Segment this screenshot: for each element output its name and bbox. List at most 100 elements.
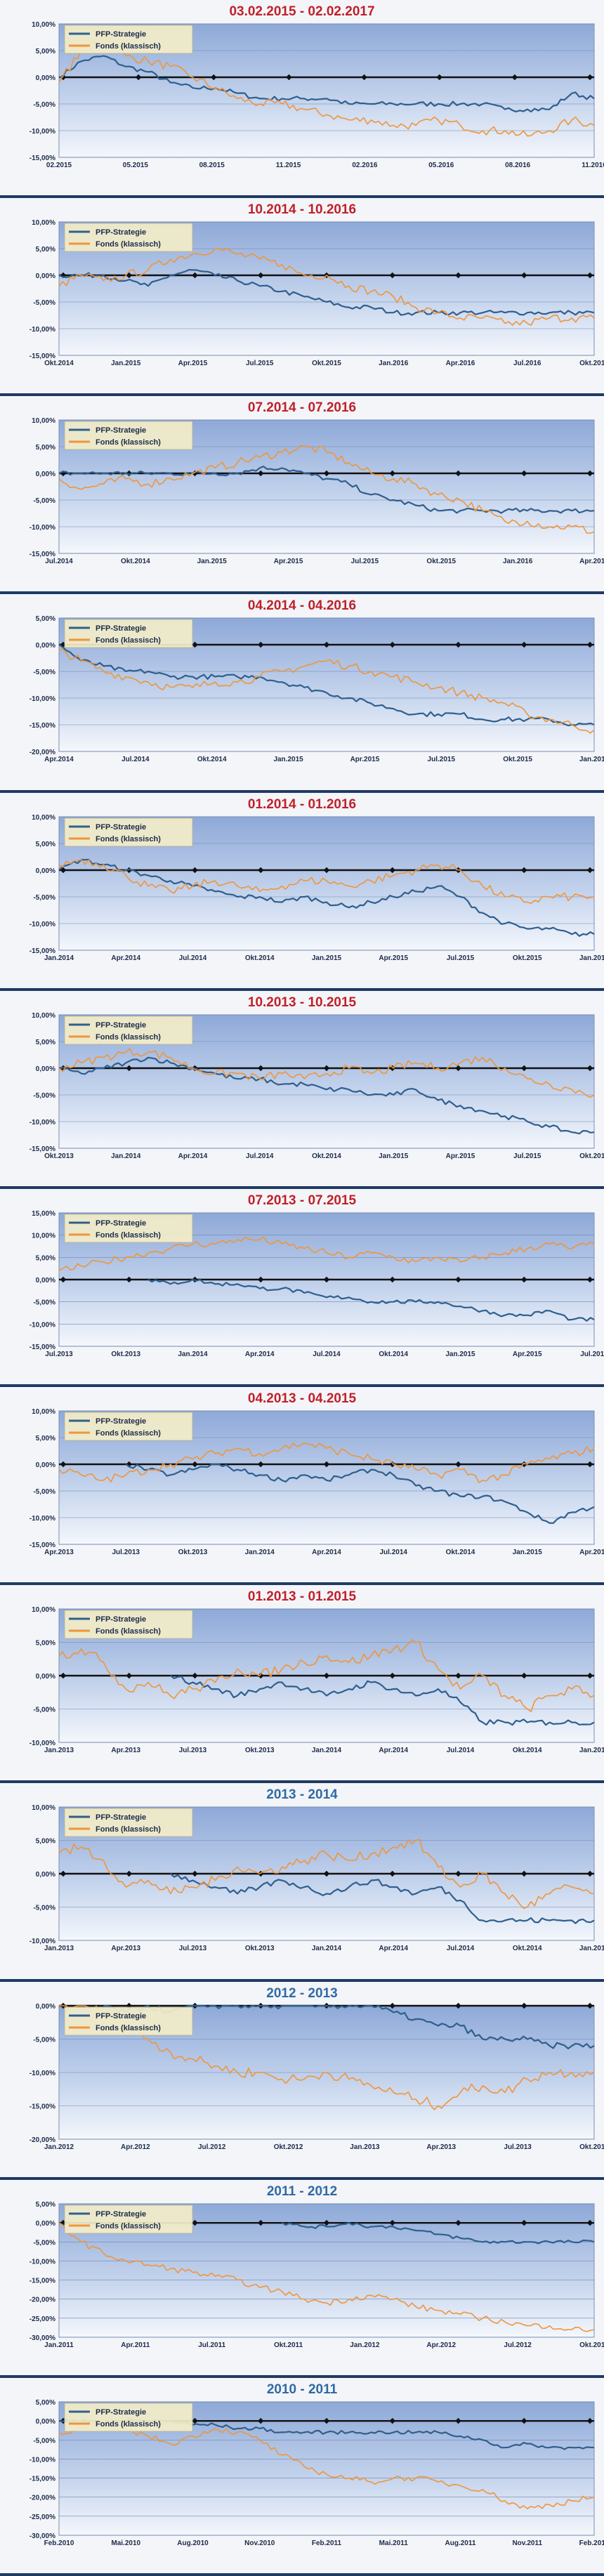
series-line-pfp-strategie [58,269,595,316]
x-tick-label: Okt.2015 [513,954,542,962]
series-line-fonds-klassisch [58,34,595,137]
chart-panel: 2011 - 2012 5,00% 0,00% -5,00% -10,00% -15,00… [0,2179,604,2378]
legend-label: PFP-Strategie [96,228,146,237]
chart-title: 07.2013 - 07.2015 [247,1192,357,1208]
legend-label: PFP-Strategie [96,1417,146,1426]
legend-box [64,2403,193,2432]
x-tick-label: Okt.2015 [503,756,532,763]
zero-marker [258,272,264,279]
x-tick-label: Jul.2015 [580,1351,604,1358]
x-tick-label: Jan.2015 [273,756,303,763]
x-tick-label: Apr.2015 [274,558,303,565]
x-tick-label: Jul.2014 [45,558,73,565]
zero-marker [323,867,330,873]
x-tick-label: Apr.2014 [178,1152,208,1160]
series-line-pfp-strategie [58,858,595,937]
y-tick-label: -10,00% [29,1119,55,1126]
legend-box [64,25,193,54]
y-tick-label: -10,00% [29,921,55,928]
legend-box [64,1016,193,1045]
y-tick-label: 5,00% [36,1838,55,1846]
x-tick-label: Okt.2011 [274,2341,303,2349]
y-tick-label: -10,00% [29,326,55,334]
legend-label: PFP-Strategie [96,1813,146,1822]
legend-label: PFP-Strategie [96,624,146,633]
legend-label: Fonds (klassisch) [96,1429,161,1438]
legend-box [64,1412,193,1441]
x-tick-label: Jan.2015 [445,1351,475,1358]
y-tick-label: 5,00% [36,1039,55,1046]
x-tick-label: Jul.2014 [122,756,150,763]
x-tick-label: Okt.2013 [44,1152,74,1160]
x-tick-label: Jan.2013 [350,2143,380,2151]
legend: PFP-Strategie Fonds (klassisch) [64,421,193,450]
x-tick-label: Apr.2014 [111,954,140,962]
legend-label: PFP-Strategie [96,1219,146,1228]
x-tick-label: Jul.2015 [351,558,379,565]
legend-box [64,421,193,450]
y-tick-label: -10,00% [29,2456,55,2464]
x-tick-label: Apr.2014 [379,1945,408,1952]
y-tick-label: -10,00% [29,1515,55,1523]
x-tick-label: Jan.2015 [111,360,141,367]
legend-box [64,223,193,252]
chart-svg: 10,00%5,00%0,00%-5,00%-10,00%-15,00%Jan.… [29,814,604,962]
y-tick-label: 5,00% [36,1640,55,1648]
y-tick-label: -5,00% [33,1299,55,1307]
y-tick-label: -5,00% [33,497,55,505]
x-tick-label: Aug.2010 [177,2539,209,2547]
y-tick-label: -15,00% [29,2475,55,2483]
y-tick-label: 5,00% [36,1435,55,1443]
y-tick-label: -15,00% [29,353,55,360]
series-line-fonds-klassisch [58,2418,595,2509]
y-tick-label: -10,00% [29,1938,55,1945]
series-line-fonds-klassisch [58,1048,595,1098]
legend: PFP-Strategie Fonds (klassisch) [64,2403,193,2432]
series-line-fonds-klassisch [58,648,595,735]
x-tick-label: Apr.2013 [111,1747,140,1754]
series-line-pfp-strategie [125,1463,595,1524]
legend: PFP-Strategie Fonds (klassisch) [64,1412,193,1441]
legend: PFP-Strategie Fonds (klassisch) [64,25,193,54]
x-tick-label: Jul.2011 [198,2341,225,2349]
y-tick-label: -5,00% [33,1092,55,1100]
chart-title: 01.2014 - 01.2016 [247,796,357,812]
y-tick-label: 10,00% [32,417,55,425]
zero-marker [258,471,264,477]
x-tick-label: Jul.2014 [447,1945,475,1952]
x-tick-label: Apr.2014 [245,1351,275,1358]
x-tick-label: Apr.2014 [44,756,74,763]
chart-title: 2012 - 2013 [266,1985,338,2001]
y-tick-label: 0,00% [36,272,55,280]
chart-panel: 2013 - 2014 10,00% 5,00% 0,00% -5,00% -10,00%… [0,1783,604,1982]
series-line-pfp-strategie [58,1056,595,1135]
chart-panel: 04.2014 - 04.2016 5,00% 0,00% -5,00% -10,00%… [0,594,604,793]
y-tick-label: 10,00% [32,814,55,822]
zero-marker [323,1065,330,1072]
x-tick-label: Jan.2015 [312,954,342,962]
x-tick-label: Jul.2014 [246,1152,274,1160]
zero-marker [135,74,142,81]
x-tick-label: Okt.2012 [579,2341,604,2349]
x-tick-label: Okt.2015 [579,1152,604,1160]
y-tick-label: -5,00% [33,1488,55,1496]
x-tick-label: 11.2015 [276,162,301,169]
x-tick-label: Apr.2012 [121,2143,150,2151]
legend: PFP-Strategie Fonds (klassisch) [64,619,193,648]
chart-title: 2013 - 2014 [266,1787,338,1803]
x-tick-label: Jul.2013 [179,1747,207,1754]
y-tick-label: -25,00% [29,2315,55,2323]
series-line-fonds-klassisch [58,445,595,534]
y-tick-label: 0,00% [36,1461,55,1469]
x-tick-label: Okt.2013 [245,1747,275,1754]
x-tick-label: Apr.2016 [446,360,475,367]
series-line-pfp-strategie [58,644,595,727]
x-tick-label: Jul.2014 [313,1351,341,1358]
chart-svg: 10,00% 5,00% 0,00% -5,00% -10,00%Jan.2013 Apr… [29,1606,604,1754]
y-tick-label: -5,00% [33,2437,55,2445]
x-tick-label: Okt.2014 [197,756,227,763]
chart-svg: 10,00%5,00%0,00%-5,00%-10,00%-15,00%Okt.… [29,219,604,367]
x-tick-label: Apr.2014 [379,1747,408,1754]
zero-marker [323,1461,330,1468]
y-tick-label: 0,00% [36,642,55,650]
